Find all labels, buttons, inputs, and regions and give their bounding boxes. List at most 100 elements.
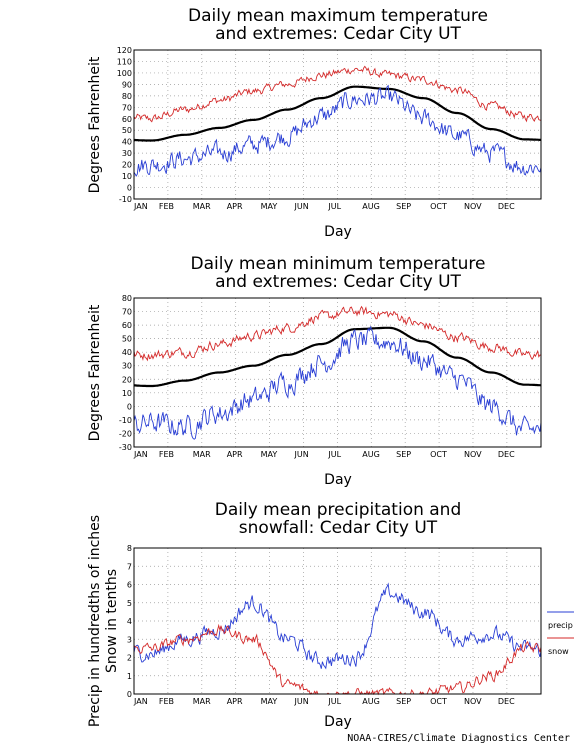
max-temp-month-label: DEC: [498, 202, 515, 211]
max-temp-ytick-label: 90: [122, 80, 132, 89]
precip-frame: [133, 547, 542, 695]
legend-precip-label: precip: [548, 621, 573, 630]
max-temp-month-label: FEB: [159, 202, 174, 211]
min-temp-ytick-label: 10: [122, 389, 132, 398]
max-temp-xlabel: Day: [324, 224, 352, 240]
max-temp-ytick-label: 50: [122, 126, 132, 135]
credit-text: NOAA-CIRES/Climate Diagnostics Center: [347, 733, 570, 744]
precip-ylabel-line-1: Precip in hundredths of inches: [87, 515, 103, 727]
max-temp-plot: -10 0 10 20 30 40 50 60 70 80 90 100 110 120 JAN FEB MAR…: [117, 46, 542, 211]
min-temp-month-label: JAN: [133, 450, 148, 459]
max-temp-month-label: JAN: [133, 202, 148, 211]
precip-ytick-label: 1: [127, 672, 132, 681]
min-temp-month-label: SEP: [396, 450, 411, 459]
min-temp-month-label: OCT: [430, 450, 447, 459]
precip-title-line-1: Daily mean precipitation and: [215, 500, 462, 520]
precip-ytick-label: 2: [127, 654, 132, 663]
min-temp-ytick-label: 50: [122, 335, 132, 344]
precip-ytick-label: 5: [127, 599, 132, 608]
min-temp-ytick-label: 70: [122, 308, 132, 317]
max-temp-ylabel: Degrees Fahrenheit: [87, 56, 103, 193]
max-temp-month-label: MAY: [261, 202, 278, 211]
precip-month-label: DEC: [498, 697, 515, 706]
precip-month-label: NOV: [464, 697, 482, 706]
precip-month-label: JUN: [293, 697, 308, 706]
max-temp-month-label: JUL: [327, 202, 341, 211]
max-temp-high-line: [133, 65, 542, 123]
min-temp-month-label: JUN: [293, 450, 308, 459]
max-temp-ytick-label: 110: [117, 57, 132, 66]
min-temp-ytick-label: -30: [119, 443, 132, 452]
min-temp-ytick-label: 0: [127, 402, 132, 411]
max-temp-month-label: AUG: [362, 202, 380, 211]
max-temp-month-label: SEP: [396, 202, 411, 211]
min-temp-month-label: DEC: [498, 450, 515, 459]
min-temp-ytick-label: -20: [119, 429, 132, 438]
precip-title-line-2: snowfall: Cedar City UT: [239, 518, 438, 538]
max-temp-ytick-label: 70: [122, 103, 132, 112]
precip-ytick-label: 6: [127, 581, 132, 590]
precip-ylabel-line-2: Snow in tenths: [104, 569, 120, 673]
min-temp-mean-line: [134, 326, 542, 388]
max-temp-frame: [133, 49, 542, 200]
max-temp-chart: Daily mean maximum temperature and extre…: [87, 6, 488, 240]
precip-month-label: JAN: [133, 697, 148, 706]
min-temp-plot: -30 -20 -10 0 10 20 30 40 50 60 70 80 JAN FEB MAR APR MA…: [119, 294, 542, 459]
precip-month-label: MAR: [193, 697, 211, 706]
precip-xlabel: Day: [324, 714, 352, 730]
precip-ytick-label: 7: [127, 562, 132, 571]
max-temp-ytick-label: 20: [122, 161, 132, 170]
max-temp-month-label: APR: [227, 202, 243, 211]
max-temp-month-label: NOV: [464, 202, 482, 211]
max-temp-ytick-label: 0: [127, 184, 132, 193]
max-temp-ytick-label: 100: [117, 69, 132, 78]
min-temp-ytick-label: 80: [122, 294, 132, 303]
max-temp-ytick-label: -10: [119, 195, 132, 204]
min-temp-ytick-label: -10: [119, 416, 132, 425]
precip-ytick-label: 3: [127, 635, 132, 644]
min-temp-ylabel: Degrees Fahrenheit: [87, 304, 103, 441]
precip-month-label: FEB: [159, 697, 174, 706]
max-temp-title-line-1: Daily mean maximum temperature: [188, 6, 488, 26]
precip-chart: Daily mean precipitation and snowfall: C…: [87, 500, 461, 730]
min-temp-month-label: MAR: [193, 450, 211, 459]
max-temp-ytick-label: 10: [122, 172, 132, 181]
min-temp-month-label: MAY: [261, 450, 278, 459]
precip-ytick-label: 8: [127, 544, 132, 553]
max-temp-month-label: OCT: [430, 202, 447, 211]
max-temp-ytick-label: 120: [117, 46, 132, 55]
min-temp-ytick-label: 40: [122, 348, 132, 357]
legend-snow-label: snow: [548, 647, 569, 656]
max-temp-ytick-label: 60: [122, 115, 132, 124]
precip-precip-line: [133, 582, 542, 670]
precip-month-label: AUG: [362, 697, 380, 706]
precip-month-label: JUL: [327, 697, 341, 706]
min-temp-month-label: NOV: [464, 450, 482, 459]
max-temp-title-line-2: and extremes: Cedar City UT: [215, 24, 461, 44]
min-temp-ytick-label: 60: [122, 321, 132, 330]
min-temp-xlabel: Day: [324, 472, 352, 488]
precip-month-label: MAY: [261, 697, 278, 706]
precip-month-label: APR: [227, 697, 243, 706]
max-temp-month-label: MAR: [193, 202, 211, 211]
min-temp-month-label: JUL: [327, 450, 341, 459]
min-temp-frame: [133, 297, 542, 448]
min-temp-ytick-label: 30: [122, 362, 132, 371]
precip-ytick-label: 4: [127, 617, 132, 626]
max-temp-ytick-label: 40: [122, 138, 132, 147]
min-temp-title-line-1: Daily mean minimum temperature: [191, 254, 486, 274]
min-temp-low-line: [133, 325, 542, 440]
min-temp-ytick-label: 20: [122, 375, 132, 384]
min-temp-month-label: AUG: [362, 450, 380, 459]
min-temp-chart: Daily mean minimum temperature and extre…: [87, 254, 485, 488]
precip-snow-line: [133, 623, 542, 696]
max-temp-ytick-label: 30: [122, 149, 132, 158]
max-temp-month-label: JUN: [293, 202, 308, 211]
max-temp-mean-line: [134, 85, 541, 142]
precip-ytick-label: 0: [127, 690, 132, 699]
precip-plot: 0 1 2 3 4 5 6 7 8 JAN FEB MAR APR MAY JUN JUL AUG SEP OCT N…: [127, 544, 574, 706]
min-temp-month-label: APR: [227, 450, 243, 459]
min-temp-title-line-2: and extremes: Cedar City UT: [215, 272, 461, 292]
precip-month-label: OCT: [430, 697, 447, 706]
